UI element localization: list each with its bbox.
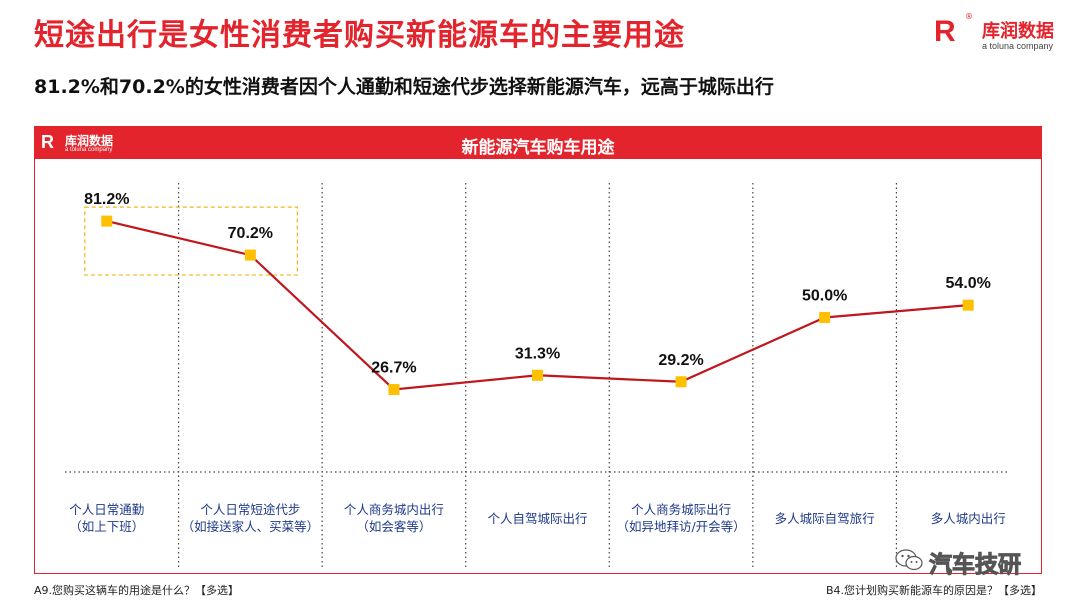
category-label: 多人城内出行: [931, 511, 1006, 526]
chart-panel: R 库润数据 a toluna company 新能源汽车购车用途 81.2% 7…: [34, 126, 1042, 574]
data-point: [101, 215, 113, 227]
data-label: 81.2%: [84, 191, 129, 208]
data-point: [819, 312, 831, 323]
line-chart: 81.2% 70.2% 26.7% 31.3% 29.2% 50.0% 54.0% 个人日常通…: [65, 183, 1010, 567]
data-point: [388, 383, 400, 395]
chart-brand-tagline: a toluna company: [65, 147, 113, 153]
chart-brand-logo-mark: R: [41, 132, 54, 152]
brand-logo-mark: R: [934, 15, 956, 48]
category-label: （如异地拜访/开会等）: [616, 519, 745, 534]
watermark-text: 汽车技研: [929, 552, 1022, 579]
category-label: 个人商务城内出行: [344, 502, 444, 517]
wechat-icon: [895, 549, 923, 571]
data-label: 50.0%: [802, 288, 847, 305]
brand-tagline: a toluna company: [982, 41, 1054, 51]
data-label: 70.2%: [228, 225, 273, 242]
category-label: 个人自驾城际出行: [487, 511, 587, 526]
chart-header: R 库润数据 a toluna company 新能源汽车购车用途: [35, 127, 1041, 159]
page-title: 短途出行是女性消费者购买新能源车的主要用途: [34, 18, 685, 53]
category-label: （如接送家人、买菜等）: [182, 519, 320, 534]
highlight-box: [84, 206, 298, 276]
brand-logo: R ® 库润数据 a toluna company: [934, 12, 1064, 54]
category-label: 个人日常通勤: [69, 502, 144, 517]
data-label: 31.3%: [515, 345, 560, 362]
brand-name: 库润数据: [982, 21, 1054, 42]
series-line: [106, 220, 969, 391]
data-point: [675, 376, 687, 388]
data-label: 29.2%: [658, 352, 703, 369]
category-label: （如会客等）: [356, 519, 431, 534]
data-point: [962, 299, 974, 311]
page-subtitle: 81.2%和70.2%的女性消费者因个人通勤和短途代步选择新能源汽车，远高于城际…: [34, 76, 774, 98]
data-label: 26.7%: [371, 359, 416, 376]
data-point: [244, 249, 256, 261]
chart-brand-logo: R 库润数据 a toluna company: [41, 129, 131, 157]
watermark: 汽车技研: [895, 544, 1065, 579]
category-label: 个人日常短途代步: [200, 502, 300, 517]
category-label: 个人商务城际出行: [631, 502, 731, 517]
data-point: [532, 369, 543, 381]
footer-question-left: A9.您购买这辆车的用途是什么？【多选】: [34, 584, 240, 597]
footer-question-right: B4.您计划购买新能源车的原因是？【多选】: [825, 584, 1042, 597]
category-label: 多人城际自驾旅行: [775, 511, 875, 526]
chart-brand-name: 库润数据: [65, 134, 114, 148]
chart-title: 新能源汽车购车用途: [461, 138, 615, 158]
data-label: 54.0%: [946, 275, 991, 292]
category-label: （如上下班）: [69, 519, 144, 534]
registered-mark: ®: [965, 12, 973, 21]
